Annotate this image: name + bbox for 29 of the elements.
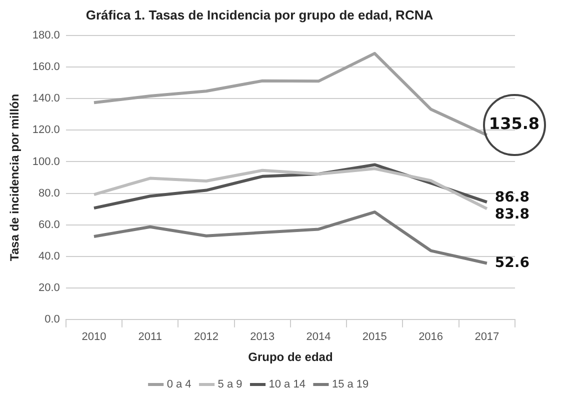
x-tick-label: 2017 xyxy=(474,331,500,344)
x-tick-label: 2015 xyxy=(362,331,387,344)
x-tick-label: 2010 xyxy=(82,331,106,344)
annotation: 135.8 xyxy=(488,114,540,134)
annotation: 86.8 xyxy=(494,190,530,206)
annotation: 52.6 xyxy=(494,254,530,271)
x-axis-title: Grupo de edad xyxy=(248,350,333,364)
y-tick-label: 40.0 xyxy=(38,250,60,262)
legend-label: 5 a 9 xyxy=(218,378,242,391)
x-tick-label: 2013 xyxy=(250,331,275,344)
y-tick-label: 100.0 xyxy=(32,156,60,168)
y-tick-label: 160.0 xyxy=(32,61,60,74)
y-tick-label: 0.0 xyxy=(44,313,60,326)
x-tick-label: 2011 xyxy=(138,331,162,344)
y-tick-label: 140.0 xyxy=(32,92,60,105)
y-tick-label: 180.0 xyxy=(32,30,60,42)
y-tick-label: 80.0 xyxy=(38,187,60,200)
x-tick-label: 2012 xyxy=(194,331,219,344)
y-axis-title: Tasa de incidencia por millón xyxy=(8,94,22,262)
x-tick-label: 2014 xyxy=(306,331,331,344)
x-tick-label: 2016 xyxy=(418,331,444,344)
y-tick-label: 60.0 xyxy=(38,218,60,231)
y-tick-label: 20.0 xyxy=(38,282,60,294)
y-tick-label: 120.0 xyxy=(32,124,60,136)
annotation: 83.8 xyxy=(494,206,530,222)
chart-title: Gráfica 1. Tasas de Incidencia por grupo de edad, RCNA xyxy=(86,7,434,22)
legend-label: 15 a 19 xyxy=(332,378,369,391)
legend-label: 0 a 4 xyxy=(166,378,192,391)
legend-label: 10 a 14 xyxy=(268,378,306,391)
